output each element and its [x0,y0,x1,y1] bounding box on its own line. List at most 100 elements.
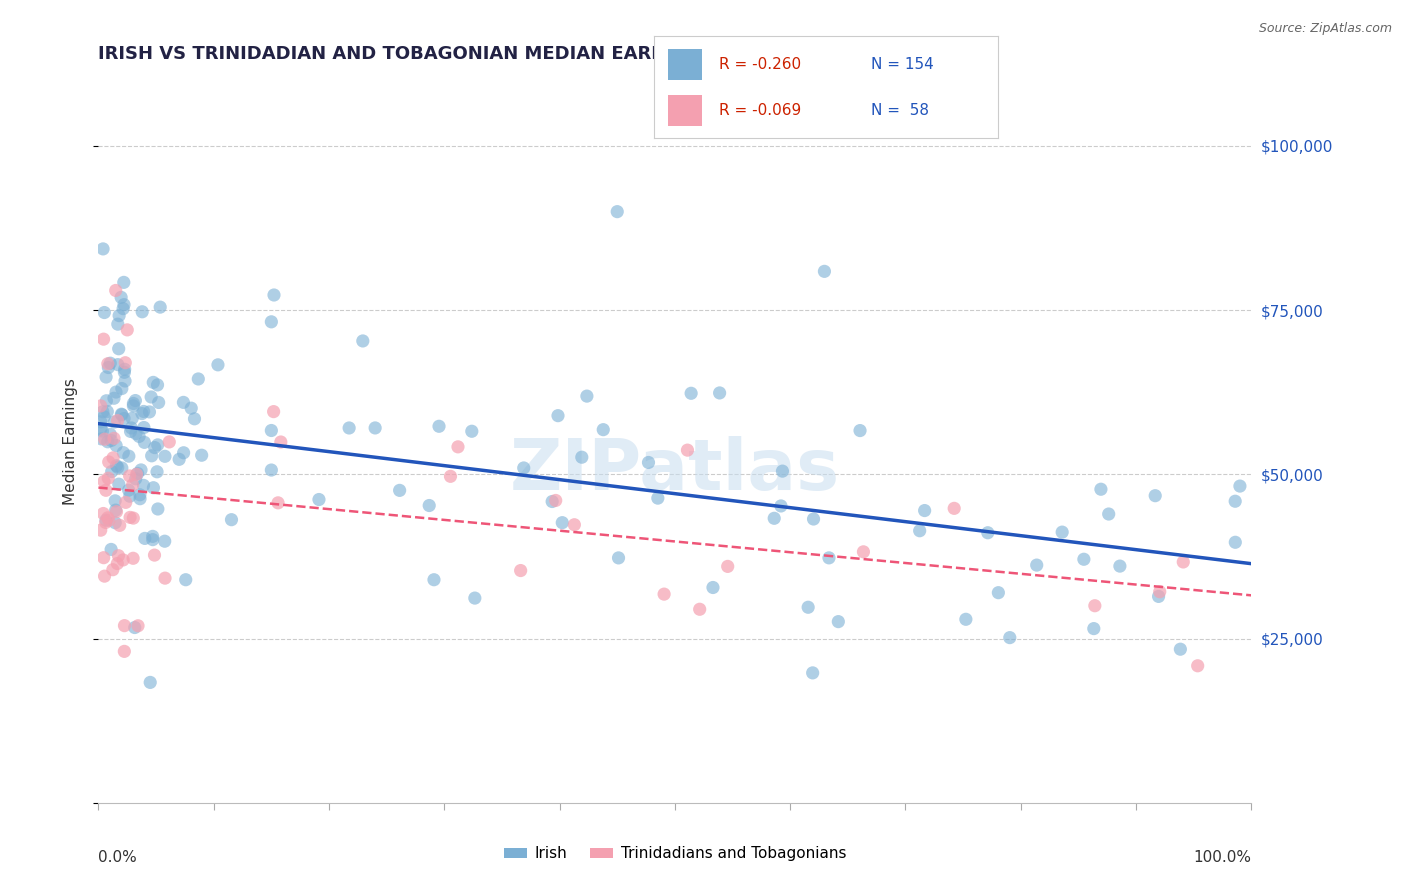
Point [128,488,150,502]
Point [132,478,155,492]
Point [647,491,669,505]
Text: 0.0%: 0.0% [98,850,138,864]
Point [93,409,115,424]
Point [103,415,125,429]
Point [260,424,283,438]
Point [148,395,170,409]
Point [96,393,118,408]
Point [110,407,132,421]
Point [112,445,135,459]
Point [107,358,129,372]
Point [97,434,120,449]
Point [908,524,931,538]
Point [93,475,115,489]
Point [127,467,149,481]
Point [914,503,936,517]
Point [689,602,711,616]
Point [818,550,841,565]
Point [111,382,134,396]
Point [1083,622,1105,636]
Point [1173,555,1195,569]
Point [190,448,212,462]
Point [260,463,283,477]
Point [1225,535,1247,549]
Point [173,446,195,460]
Point [94,483,117,498]
Point [98,427,121,442]
Point [149,300,172,314]
Point [146,465,169,479]
Point [121,477,143,491]
Point [122,551,145,566]
Point [513,461,536,475]
Point [104,284,127,298]
Point [418,499,440,513]
Point [427,419,450,434]
Point [105,385,128,400]
Point [797,600,820,615]
Point [142,376,165,390]
Point [90,422,112,436]
Point [337,421,360,435]
Point [97,511,120,525]
Point [702,581,724,595]
Point [146,378,169,392]
Point [575,389,598,403]
Point [1084,599,1107,613]
Point [98,356,121,370]
Point [129,463,152,477]
Point [606,204,628,219]
Point [676,443,699,458]
Point [112,298,135,312]
Point [134,532,156,546]
Point [93,550,115,565]
Point [1187,658,1209,673]
Point [187,372,209,386]
Point [124,620,146,634]
FancyBboxPatch shape [668,49,702,79]
Point [827,615,849,629]
Point [131,305,153,319]
Text: IRISH VS TRINIDADIAN AND TOBAGONIAN MEDIAN EARNINGS CORRELATION CHART: IRISH VS TRINIDADIAN AND TOBAGONIAN MEDI… [98,45,938,63]
Point [129,491,152,506]
Point [104,503,127,517]
Point [108,309,131,323]
Point [100,465,122,479]
Point [103,431,125,445]
Point [592,423,614,437]
Point [772,464,794,478]
Text: ZIPatlas: ZIPatlas [510,436,839,505]
Point [111,461,134,475]
Point [803,512,825,526]
Point [1225,494,1247,508]
Text: 100.0%: 100.0% [1194,850,1251,864]
Point [142,481,165,495]
Point [364,421,387,435]
Point [172,395,194,409]
Point [107,460,129,475]
Point [1050,525,1073,540]
Point [90,415,112,429]
Point [1149,584,1171,599]
Text: N = 154: N = 154 [870,57,934,72]
Point [439,469,461,483]
Point [132,420,155,434]
Point [128,429,150,443]
Point [142,529,165,543]
Point [101,450,124,465]
Point [308,492,330,507]
Point [107,317,129,331]
Point [138,405,160,419]
Text: R = -0.260: R = -0.260 [720,57,801,72]
Point [153,571,176,585]
Point [183,412,205,426]
Point [153,534,176,549]
Point [352,334,374,348]
Point [94,516,117,530]
Point [118,469,141,483]
Point [131,407,153,421]
Point [125,467,148,482]
Point [118,489,141,503]
Point [1170,642,1192,657]
Point [541,494,564,508]
